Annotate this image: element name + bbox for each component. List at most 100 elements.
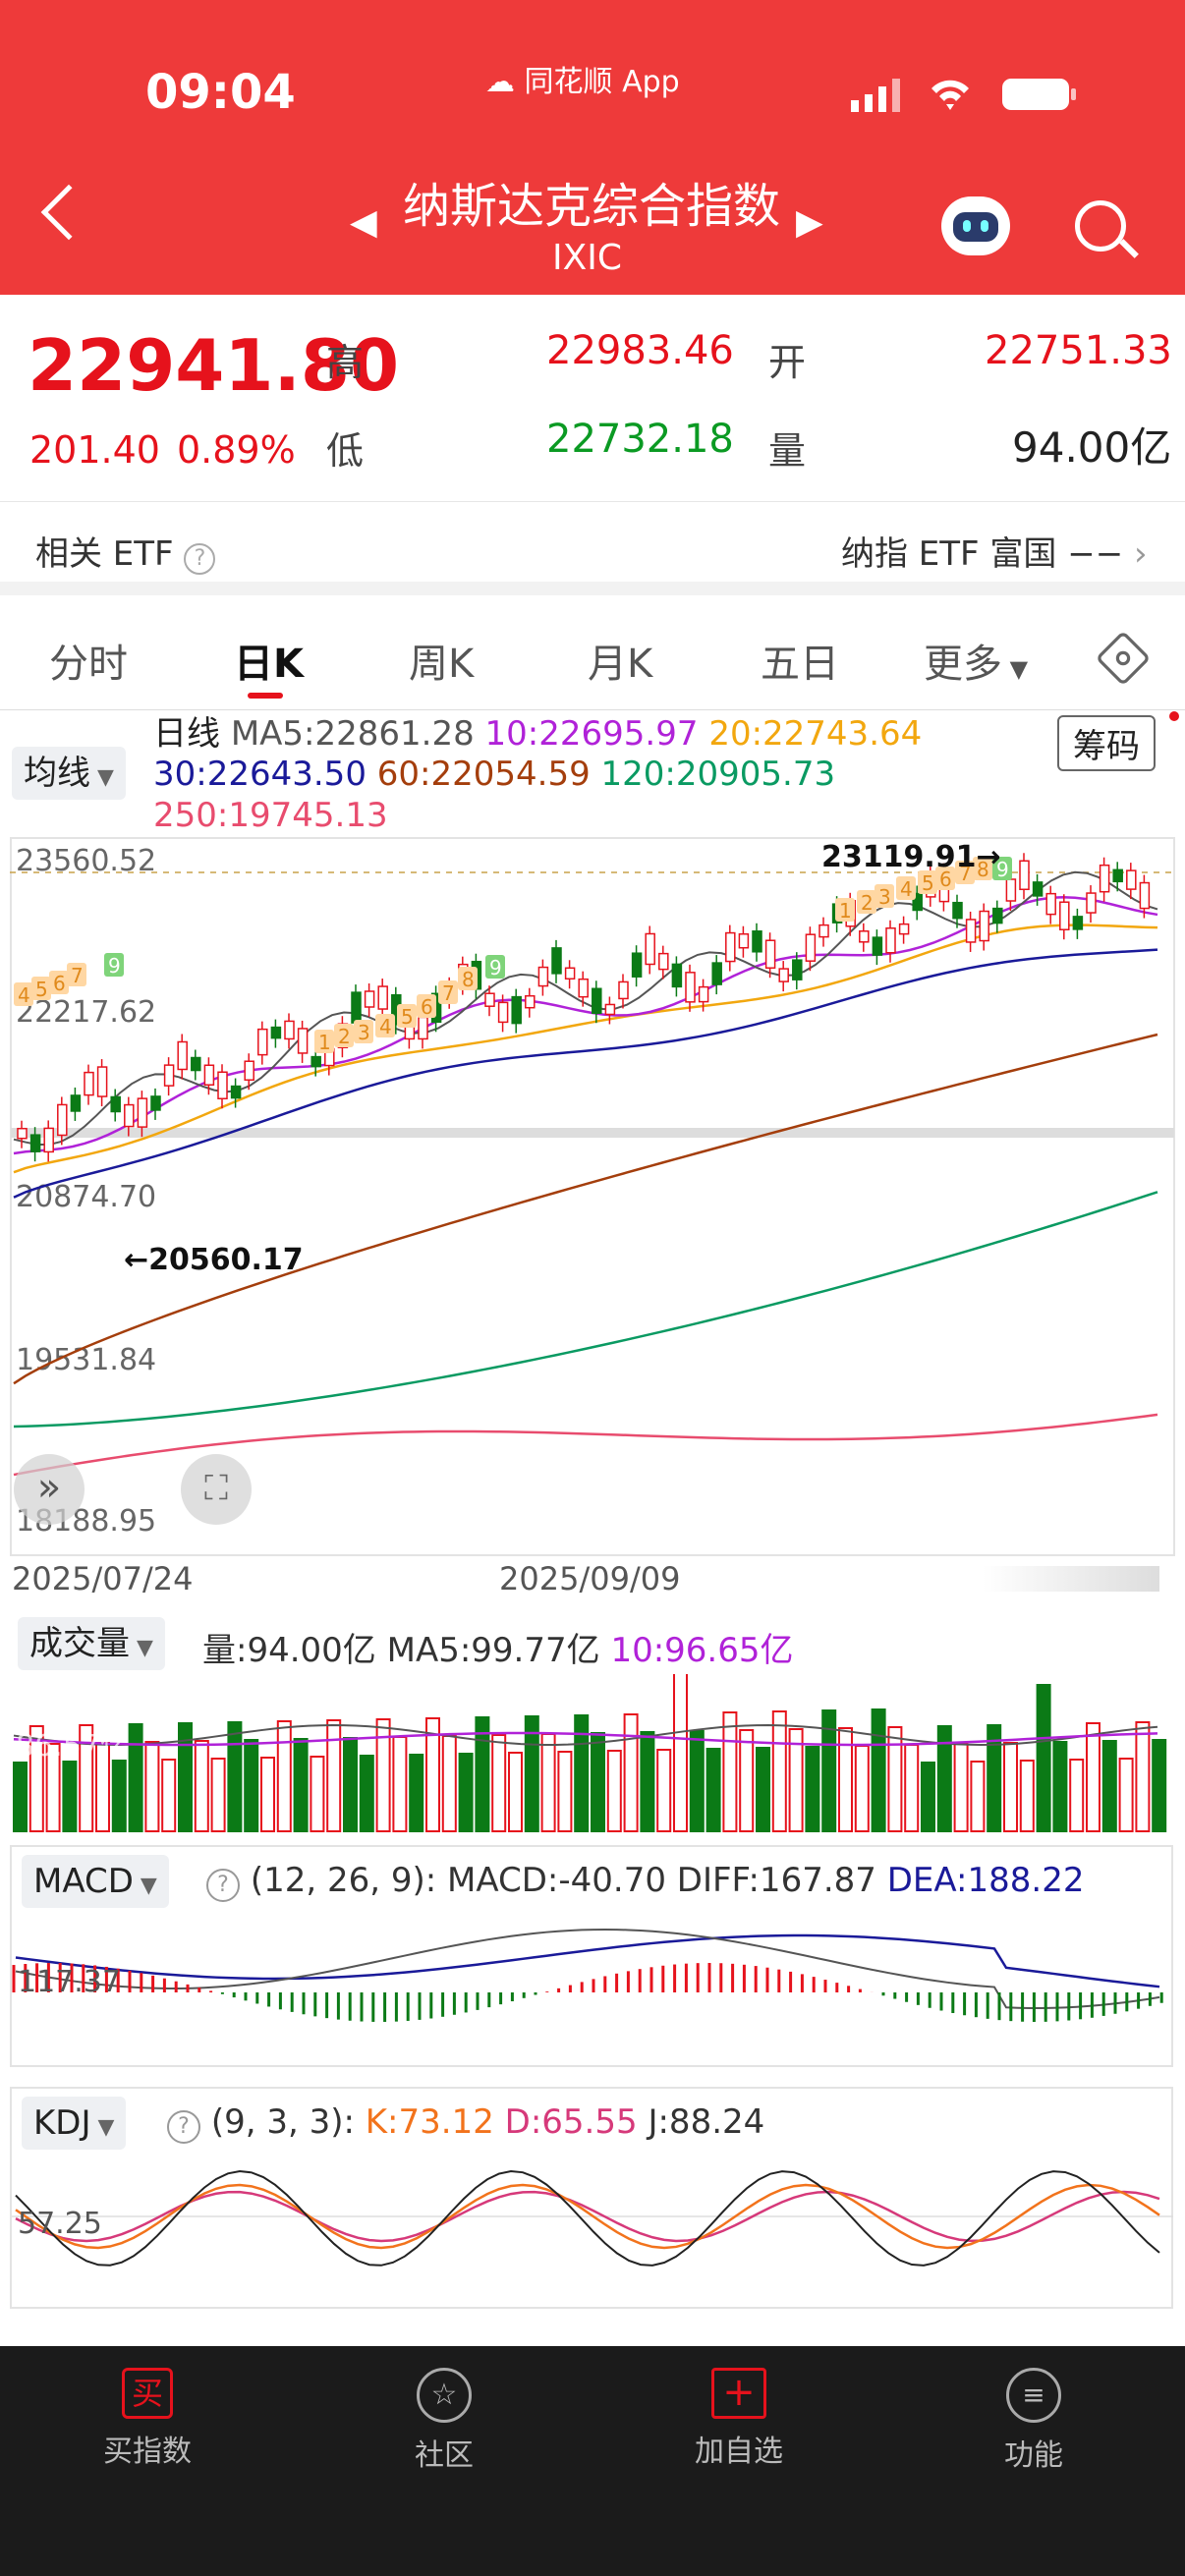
candle <box>631 952 643 978</box>
candle <box>1032 881 1044 897</box>
volume-bar <box>441 1735 457 1832</box>
price-change-pct: 0.89% <box>177 428 296 472</box>
candle <box>257 1028 268 1056</box>
td-count-label: 6 <box>421 995 433 1019</box>
ma250-line <box>13 1413 1158 1477</box>
volume-bar <box>178 1722 193 1832</box>
macd-selector[interactable]: MACD ▼ <box>22 1855 169 1908</box>
ma-selector[interactable]: 均线 ▼ <box>12 747 126 800</box>
tab-monthly-k[interactable]: 月K <box>588 642 653 687</box>
prev-index-icon[interactable]: ◀ <box>350 202 377 243</box>
candle <box>191 1056 201 1072</box>
td-count-label: 8 <box>462 968 475 991</box>
nav-add-watchlist[interactable]: + 加自选 <box>695 2368 783 2469</box>
td-count-label: 3 <box>358 1021 370 1044</box>
candle <box>752 930 762 953</box>
settings-icon[interactable] <box>1095 630 1152 687</box>
y-axis-label: 23560.52 <box>16 844 156 878</box>
volume-bar <box>227 1721 243 1832</box>
scroll-thumb[interactable] <box>983 1566 1159 1592</box>
robot-assistant-icon[interactable] <box>941 196 1010 255</box>
volume-value: 94.00亿 <box>1012 423 1172 472</box>
tab-five-day[interactable]: 五日 <box>761 642 839 687</box>
kline-divider <box>11 1128 1174 1138</box>
candle <box>725 931 736 963</box>
collapse-icon[interactable]: » <box>14 1454 85 1525</box>
td-badge <box>955 861 975 884</box>
td-count-label: 4 <box>900 877 913 901</box>
dropdown-icon: ▼ <box>1002 655 1029 683</box>
candle <box>604 1003 616 1016</box>
kdj-k-line <box>15 2183 1160 2250</box>
td-badge <box>14 982 33 1006</box>
volume-bar <box>161 1759 177 1832</box>
search-icon[interactable] <box>1075 200 1126 252</box>
candle <box>1019 860 1030 891</box>
volume-bar <box>788 1728 804 1832</box>
volume-bar <box>194 1740 209 1832</box>
macd-chart[interactable] <box>12 1906 1173 2063</box>
volume-bar <box>557 1751 573 1832</box>
volume-ma5-line <box>13 1724 1158 1746</box>
related-etf-link[interactable]: 纳指 ETF 富国 −− › <box>841 534 1148 574</box>
candle <box>244 1060 254 1081</box>
buy-icon: 买 <box>122 2368 173 2419</box>
candle <box>137 1097 148 1128</box>
tab-intraday[interactable]: 分时 <box>49 642 128 687</box>
candle <box>645 932 655 966</box>
candle <box>1112 868 1123 883</box>
volume-bar <box>1118 1758 1134 1832</box>
ma20-value: 20:22743.64 <box>708 714 923 754</box>
next-index-icon[interactable]: ▶ <box>796 202 823 243</box>
td-badge <box>992 857 1012 880</box>
candle <box>110 1095 121 1113</box>
kdj-selector[interactable]: KDJ ▼ <box>22 2097 127 2150</box>
tab-more[interactable]: 更多 ▼ <box>924 642 1029 687</box>
candle <box>952 901 963 920</box>
volume-bar <box>62 1761 78 1832</box>
tab-weekly-k[interactable]: 周K <box>409 642 475 687</box>
candle <box>764 939 776 969</box>
td-badge <box>875 884 894 908</box>
td-badge <box>935 867 955 890</box>
volume-bar <box>425 1717 440 1832</box>
community-icon: ☆ <box>417 2368 472 2423</box>
volume-bar <box>392 1736 408 1832</box>
chip-distribution-button[interactable]: 筹码 <box>1057 715 1156 771</box>
td-count-label: 9 <box>996 858 1009 881</box>
candle <box>351 991 362 1024</box>
nav-community[interactable]: ☆ 社区 <box>346 2368 542 2474</box>
volume-bar <box>475 1716 490 1832</box>
td-badge <box>857 890 876 914</box>
volume-bar <box>326 1719 342 1832</box>
kdj-chart[interactable] <box>12 2148 1173 2305</box>
candle <box>979 910 989 942</box>
volume-selector[interactable]: 成交量 ▼ <box>18 1617 165 1670</box>
volume-chart[interactable] <box>10 1674 1175 1833</box>
candle <box>992 907 1003 924</box>
status-app: ☁ 同花顺 App <box>485 65 680 99</box>
td-badge <box>397 1004 417 1028</box>
candle <box>658 952 669 971</box>
x-label-start: 2025/07/24 <box>12 1560 194 1597</box>
back-icon[interactable] <box>40 184 97 241</box>
tab-daily-k[interactable]: 日K <box>234 642 304 687</box>
kline-chart[interactable]: 23560.5222217.6220874.7019531.8418188.95… <box>10 837 1175 1556</box>
nav-buy-index[interactable]: 买买指数 <box>49 2368 246 2470</box>
td-count-label: 9 <box>489 956 502 980</box>
volume-legend: 量:94.00亿 MA5:99.77亿 10:96.65亿 <box>202 1631 794 1670</box>
fullscreen-icon[interactable]: ⛶ <box>181 1454 252 1525</box>
td-badge <box>896 876 916 900</box>
y-axis-label: 19531.84 <box>16 1343 156 1377</box>
volume-bar <box>359 1755 374 1832</box>
index-title: 纳斯达克综合指数 <box>403 179 781 234</box>
candle <box>230 1085 242 1099</box>
volume-bar <box>1036 1684 1051 1832</box>
volume-bar <box>904 1744 920 1832</box>
volume-bar <box>375 1718 391 1832</box>
nav-functions[interactable]: ≡ 功能 <box>935 2368 1132 2474</box>
volume-bar <box>409 1754 424 1832</box>
td-count-label: 7 <box>71 964 84 987</box>
candle <box>671 963 683 988</box>
volume-bar <box>1019 1760 1035 1832</box>
